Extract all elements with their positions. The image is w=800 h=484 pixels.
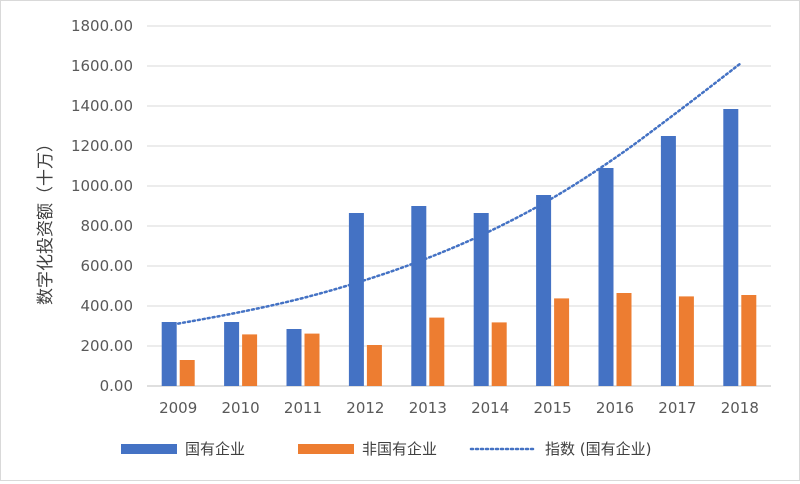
- legend-label: 指数 (国有企业): [545, 440, 651, 458]
- x-tick-label: 2012: [346, 399, 384, 417]
- bar-non-state-owned: [429, 317, 445, 386]
- legend-swatch: [298, 444, 354, 454]
- legend-label: 非国有企业: [362, 440, 437, 458]
- bar-state-owned: [536, 195, 552, 386]
- bar-state-owned: [286, 329, 302, 386]
- bar-state-owned: [473, 213, 489, 386]
- bar-state-owned: [723, 109, 739, 386]
- gridlines: [147, 25, 771, 387]
- y-tick-label: 0.00: [100, 377, 133, 395]
- y-tick-label: 200.00: [81, 337, 134, 355]
- y-tick-label: 1200.00: [71, 137, 133, 155]
- legend-label: 国有企业: [185, 440, 245, 458]
- x-tick-label: 2015: [534, 399, 572, 417]
- x-tick-label: 2016: [596, 399, 634, 417]
- bar-non-state-owned: [741, 295, 757, 386]
- y-tick-label: 600.00: [81, 257, 134, 275]
- y-tick-label: 800.00: [81, 217, 134, 235]
- y-tick-label: 1400.00: [71, 97, 133, 115]
- x-tick-label: 2009: [159, 399, 197, 417]
- bar-non-state-owned: [304, 333, 320, 386]
- bar-non-state-owned: [678, 296, 694, 386]
- x-tick-label: 2013: [409, 399, 447, 417]
- bar-state-owned: [161, 322, 177, 386]
- x-axis-ticks: 2009 2010 2011 2012 2013 2014 2015 2016 2017 2018: [159, 399, 759, 417]
- x-tick-label: 2014: [471, 399, 509, 417]
- bar-non-state-owned: [491, 322, 507, 386]
- bar-state-owned: [411, 206, 427, 386]
- x-tick-label: 2017: [658, 399, 696, 417]
- y-axis-ticks: 0.00 200.00 400.00 600.00 800.00 1000.00 1200.…: [71, 17, 133, 395]
- bars: [161, 109, 757, 386]
- bar-non-state-owned: [179, 360, 195, 386]
- bar-non-state-owned: [554, 298, 570, 386]
- y-tick-label: 1800.00: [71, 17, 133, 35]
- bar-non-state-owned: [366, 345, 382, 386]
- legend: 国有企业 非国有企业 指数 (国有企业): [121, 440, 651, 458]
- y-axis-label: 数字化投资额（十万）: [36, 135, 56, 305]
- trend-line-path: [176, 62, 742, 325]
- x-tick-label: 2018: [721, 399, 759, 417]
- x-tick-label: 2010: [222, 399, 260, 417]
- x-tick-label: 2011: [284, 399, 322, 417]
- y-tick-label: 400.00: [81, 297, 134, 315]
- bar-state-owned: [348, 213, 364, 386]
- y-tick-label: 1000.00: [71, 177, 133, 195]
- bar-state-owned: [598, 168, 614, 386]
- y-tick-label: 1600.00: [71, 57, 133, 75]
- bar-state-owned: [224, 322, 240, 386]
- legend-swatch: [121, 444, 177, 454]
- trend-line: [176, 62, 742, 325]
- bar-state-owned: [660, 136, 676, 386]
- bar-non-state-owned: [242, 334, 258, 386]
- bar-non-state-owned: [616, 293, 632, 386]
